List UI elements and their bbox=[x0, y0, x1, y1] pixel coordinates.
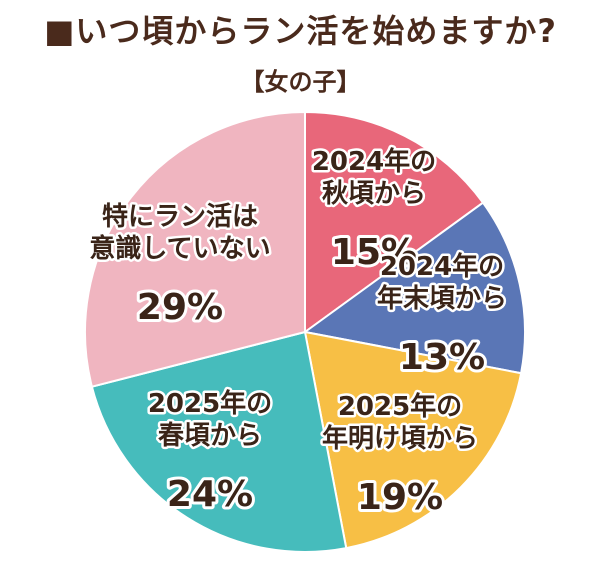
slice-value-label: 13% bbox=[399, 337, 485, 378]
slice-label-line: 2024年の bbox=[312, 146, 436, 177]
slice-label-line: 意識していない bbox=[89, 233, 270, 264]
chart-subtitle: 【女の子】 bbox=[240, 68, 361, 96]
slice-label-line: 2024年の bbox=[380, 251, 504, 282]
chart-title: ■いつ頃からラン活を始めますか? bbox=[44, 12, 557, 50]
slice-label-line: 年末頃から bbox=[377, 283, 507, 314]
slice-label-line: 2025年の bbox=[148, 388, 272, 419]
slice-label-line: 年明け頃から bbox=[322, 423, 478, 454]
pie-slice-1 bbox=[304, 110, 485, 334]
pie-slice-4 bbox=[90, 330, 348, 553]
slice-value-label: 15% bbox=[331, 232, 417, 273]
slice-label-line: 秋頃から bbox=[322, 179, 426, 209]
pie-slice-3 bbox=[303, 330, 523, 550]
slice-value-label: 24% bbox=[167, 474, 253, 515]
slice-label-line: 2025年の bbox=[338, 391, 462, 422]
slice-label-line: 特にラン活は bbox=[102, 201, 258, 232]
slice-value-label: 29% bbox=[137, 287, 223, 328]
slice-value-label: 19% bbox=[357, 477, 443, 518]
pie-slice-5 bbox=[84, 110, 306, 388]
pie-slice-2 bbox=[302, 201, 526, 375]
slice-label-line: 春頃から bbox=[158, 421, 262, 451]
